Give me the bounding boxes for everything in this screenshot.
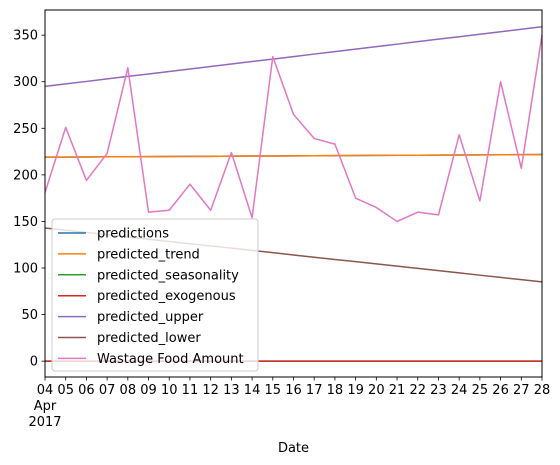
legend-label-2: predicted_seasonality xyxy=(97,268,239,283)
x-tick-label: 22 xyxy=(409,383,426,398)
x-tick-label: 20 xyxy=(368,383,385,398)
series-line-6 xyxy=(44,35,543,223)
y-tick-label: 200 xyxy=(13,168,38,183)
x-tick-label: 11 xyxy=(182,383,199,398)
x-tick-label: 23 xyxy=(430,383,447,398)
legend-label-5: predicted_lower xyxy=(97,331,201,346)
legend-label-0: predictions xyxy=(97,227,169,242)
x-tick-label: 21 xyxy=(389,383,406,398)
x-tick-label: 12 xyxy=(202,383,219,398)
x-tick-label: 07 xyxy=(99,383,116,398)
series-line-4 xyxy=(44,26,543,88)
y-tick-label: 50 xyxy=(21,308,38,323)
legend-frame xyxy=(51,218,259,372)
y-tick-label: 300 xyxy=(13,75,38,90)
x-tick-label: 04 xyxy=(37,383,54,398)
y-tick-label: 100 xyxy=(13,262,38,277)
x-axis-label: Date xyxy=(278,441,309,456)
x-tick-label: 18 xyxy=(327,383,344,398)
x-month-label: Apr xyxy=(34,399,57,414)
plot-frame xyxy=(44,9,543,378)
x-tick-label: 09 xyxy=(140,383,157,398)
x-tick-label: 17 xyxy=(306,383,323,398)
x-tick-label: 26 xyxy=(492,383,509,398)
x-tick-label: 13 xyxy=(223,383,240,398)
y-tick-label: 250 xyxy=(13,122,38,137)
x-tick-label: 10 xyxy=(161,383,178,398)
legend-label-6: Wastage Food Amount xyxy=(97,352,244,367)
x-tick-label: 28 xyxy=(534,383,551,398)
legend-label-1: predicted_trend xyxy=(97,247,200,262)
x-tick-label: 14 xyxy=(244,383,261,398)
x-tick-label: 24 xyxy=(451,383,468,398)
x-tick-label: 06 xyxy=(78,383,95,398)
x-tick-label: 25 xyxy=(472,383,489,398)
x-tick-label: 16 xyxy=(285,383,302,398)
x-tick-label: 08 xyxy=(120,383,137,398)
y-axis-ticks: 0 50 100 150 200 250 300 350 xyxy=(13,29,45,370)
y-tick-label: 0 xyxy=(30,355,38,370)
y-tick-label: 350 xyxy=(13,29,38,44)
legend: predictions predicted_trend predicted_seas… xyxy=(51,218,259,372)
x-axis-ticks: 04 05 06 07 08 09 10 11 12 13 14 15 16 17 18 19 20 21 22 23… xyxy=(28,377,550,430)
series-line-1 xyxy=(44,153,543,158)
x-tick-label: 05 xyxy=(57,383,74,398)
x-tick-label: 27 xyxy=(513,383,530,398)
x-year-label: 2017 xyxy=(28,415,61,430)
x-tick-label: 19 xyxy=(347,383,364,398)
legend-label-4: predicted_upper xyxy=(97,310,204,325)
y-tick-label: 150 xyxy=(13,215,38,230)
x-tick-label: 15 xyxy=(265,383,282,398)
legend-label-3: predicted_exogenous xyxy=(97,289,236,304)
